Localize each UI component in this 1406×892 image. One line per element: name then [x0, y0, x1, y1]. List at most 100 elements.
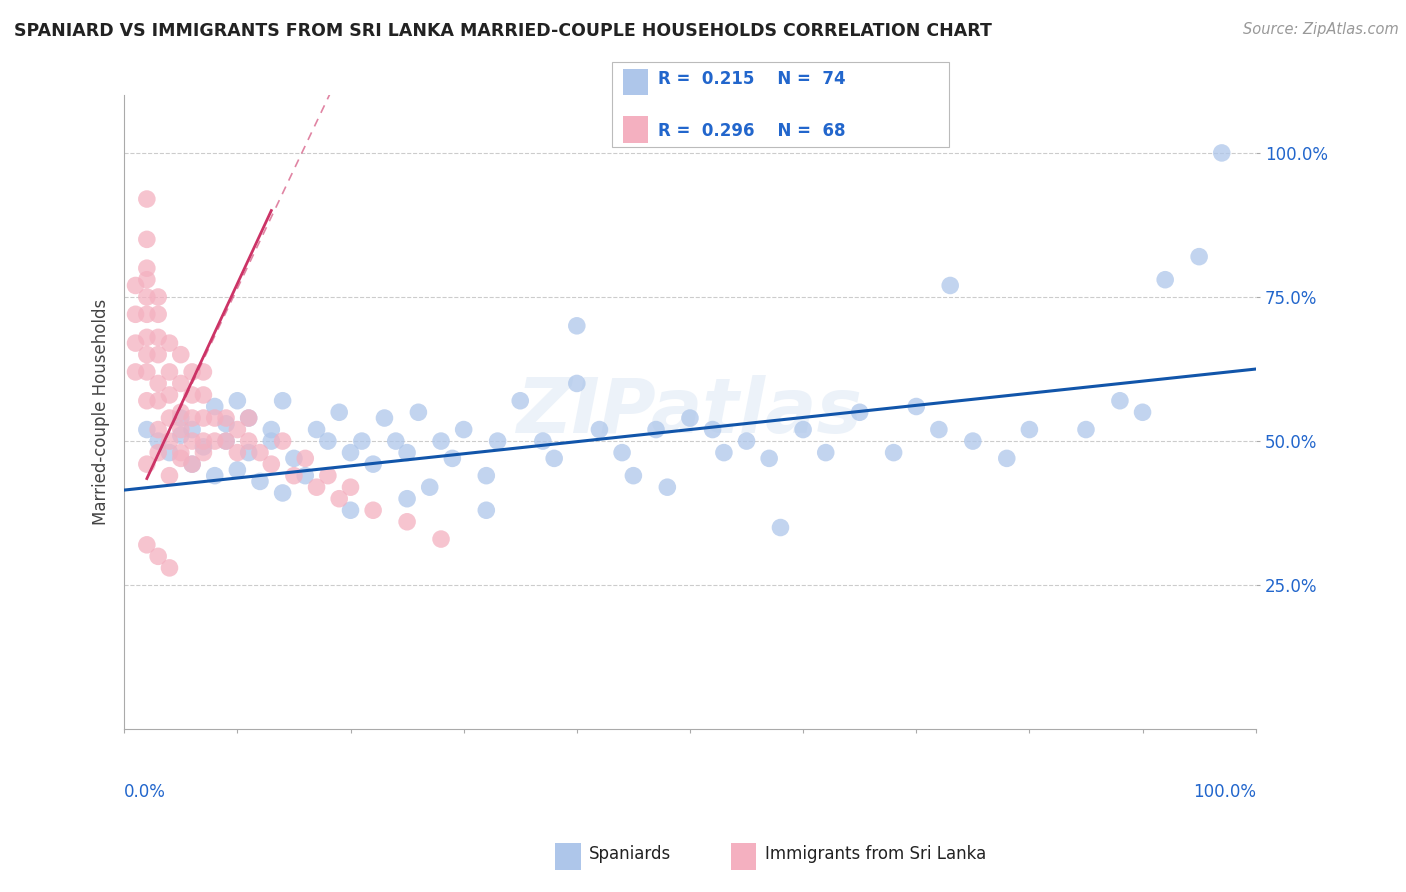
- Point: [170, 411, 193, 425]
- Point: [181, 434, 204, 448]
- Point: [339, 480, 361, 494]
- Point: [181, 411, 204, 425]
- Point: [679, 411, 702, 425]
- Point: [146, 445, 169, 459]
- Point: [713, 445, 735, 459]
- Point: [430, 434, 453, 448]
- Point: [135, 457, 157, 471]
- Point: [215, 411, 238, 425]
- Point: [181, 457, 204, 471]
- Point: [226, 423, 249, 437]
- Point: [135, 348, 157, 362]
- Point: [1132, 405, 1154, 419]
- Point: [1188, 250, 1211, 264]
- Point: [610, 445, 633, 459]
- Point: [441, 451, 464, 466]
- Point: [238, 445, 260, 459]
- Point: [328, 491, 350, 506]
- Point: [159, 434, 181, 448]
- Point: [135, 273, 157, 287]
- Text: Immigrants from Sri Lanka: Immigrants from Sri Lanka: [765, 845, 986, 863]
- Point: [995, 451, 1018, 466]
- Point: [135, 232, 157, 246]
- Point: [1211, 145, 1233, 160]
- Point: [657, 480, 679, 494]
- Point: [792, 423, 814, 437]
- Point: [543, 451, 565, 466]
- Point: [135, 330, 157, 344]
- Point: [565, 318, 588, 333]
- Point: [361, 457, 384, 471]
- Point: [124, 278, 146, 293]
- Point: [146, 393, 169, 408]
- Point: [159, 445, 181, 459]
- Point: [159, 388, 181, 402]
- Point: [249, 445, 271, 459]
- Point: [193, 411, 215, 425]
- Point: [146, 330, 169, 344]
- Point: [135, 423, 157, 437]
- Point: [453, 423, 475, 437]
- Point: [193, 388, 215, 402]
- Point: [1018, 423, 1040, 437]
- Point: [328, 405, 350, 419]
- Y-axis label: Married-couple Households: Married-couple Households: [93, 299, 110, 525]
- Point: [271, 486, 294, 500]
- Point: [905, 400, 928, 414]
- Point: [135, 538, 157, 552]
- Text: 100.0%: 100.0%: [1192, 783, 1256, 801]
- Point: [146, 348, 169, 362]
- Point: [396, 445, 419, 459]
- Point: [305, 423, 328, 437]
- Point: [215, 417, 238, 431]
- Point: [565, 376, 588, 391]
- Point: [226, 463, 249, 477]
- Point: [475, 468, 498, 483]
- Point: [430, 532, 453, 546]
- Point: [181, 457, 204, 471]
- Text: ZIPatlas: ZIPatlas: [517, 376, 863, 450]
- Point: [814, 445, 837, 459]
- Point: [531, 434, 554, 448]
- Point: [159, 561, 181, 575]
- Point: [170, 348, 193, 362]
- Point: [350, 434, 373, 448]
- Point: [486, 434, 509, 448]
- Point: [170, 405, 193, 419]
- Point: [238, 411, 260, 425]
- Point: [361, 503, 384, 517]
- Text: Source: ZipAtlas.com: Source: ZipAtlas.com: [1243, 22, 1399, 37]
- Point: [146, 290, 169, 304]
- Point: [181, 365, 204, 379]
- Point: [848, 405, 870, 419]
- Point: [294, 468, 316, 483]
- Point: [135, 393, 157, 408]
- Point: [1074, 423, 1097, 437]
- Text: 0.0%: 0.0%: [124, 783, 166, 801]
- Point: [181, 388, 204, 402]
- Point: [146, 549, 169, 564]
- Point: [124, 336, 146, 351]
- Point: [193, 434, 215, 448]
- Point: [170, 451, 193, 466]
- Point: [1109, 393, 1132, 408]
- Point: [373, 411, 395, 425]
- Point: [702, 423, 724, 437]
- Point: [146, 307, 169, 321]
- Point: [193, 440, 215, 454]
- Point: [316, 468, 339, 483]
- Point: [146, 376, 169, 391]
- Point: [170, 428, 193, 442]
- Point: [204, 411, 226, 425]
- Text: R =  0.296    N =  68: R = 0.296 N = 68: [658, 122, 845, 140]
- Point: [170, 423, 193, 437]
- Point: [316, 434, 339, 448]
- Point: [939, 278, 962, 293]
- Point: [475, 503, 498, 517]
- Point: [135, 192, 157, 206]
- Point: [170, 445, 193, 459]
- Text: SPANIARD VS IMMIGRANTS FROM SRI LANKA MARRIED-COUPLE HOUSEHOLDS CORRELATION CHAR: SPANIARD VS IMMIGRANTS FROM SRI LANKA MA…: [14, 22, 993, 40]
- Point: [509, 393, 531, 408]
- Point: [159, 411, 181, 425]
- Point: [226, 445, 249, 459]
